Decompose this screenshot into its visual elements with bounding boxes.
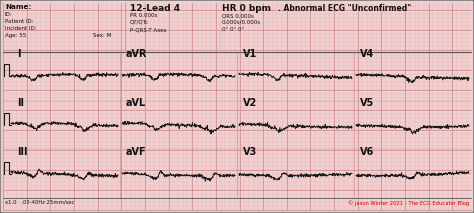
Text: V5: V5 xyxy=(360,98,374,108)
Text: V6: V6 xyxy=(360,147,374,157)
Text: Patient ID:: Patient ID: xyxy=(5,19,34,24)
Text: II: II xyxy=(17,98,24,108)
Text: aVF: aVF xyxy=(126,147,146,157)
Text: Sex: M: Sex: M xyxy=(93,33,111,38)
Text: PR 0.000s: PR 0.000s xyxy=(130,13,157,18)
Text: ID:: ID: xyxy=(5,12,13,17)
Text: V4: V4 xyxy=(360,49,374,59)
Text: V1: V1 xyxy=(243,49,257,59)
Text: . Abnormal ECG "Unconfirmed": . Abnormal ECG "Unconfirmed" xyxy=(278,4,411,13)
Text: Age: 55: Age: 55 xyxy=(5,33,26,38)
Text: Incident ID:: Incident ID: xyxy=(5,26,36,31)
Text: Name:: Name: xyxy=(5,4,31,10)
Text: V2: V2 xyxy=(243,98,257,108)
Text: V3: V3 xyxy=(243,147,257,157)
Text: HR 0 bpm: HR 0 bpm xyxy=(222,4,271,13)
Text: aVL: aVL xyxy=(126,98,146,108)
Text: QT/QTc: QT/QTc xyxy=(130,20,149,25)
Text: III: III xyxy=(17,147,27,157)
Text: P-QRS-T Axes: P-QRS-T Axes xyxy=(130,27,166,32)
Text: QRS 0.000s: QRS 0.000s xyxy=(222,13,254,18)
Text: x1.0   .05-40Hz 25mm/sec: x1.0 .05-40Hz 25mm/sec xyxy=(5,200,74,205)
Text: © Jason Winter 2021 - The ECG Educator Blog: © Jason Winter 2021 - The ECG Educator B… xyxy=(348,200,469,206)
Text: aVR: aVR xyxy=(126,49,147,59)
Text: 0° 0° 0°: 0° 0° 0° xyxy=(222,27,244,32)
Text: I: I xyxy=(17,49,20,59)
Text: 0.000s/0.000s: 0.000s/0.000s xyxy=(222,20,261,25)
Text: 12-Lead 4: 12-Lead 4 xyxy=(130,4,180,13)
